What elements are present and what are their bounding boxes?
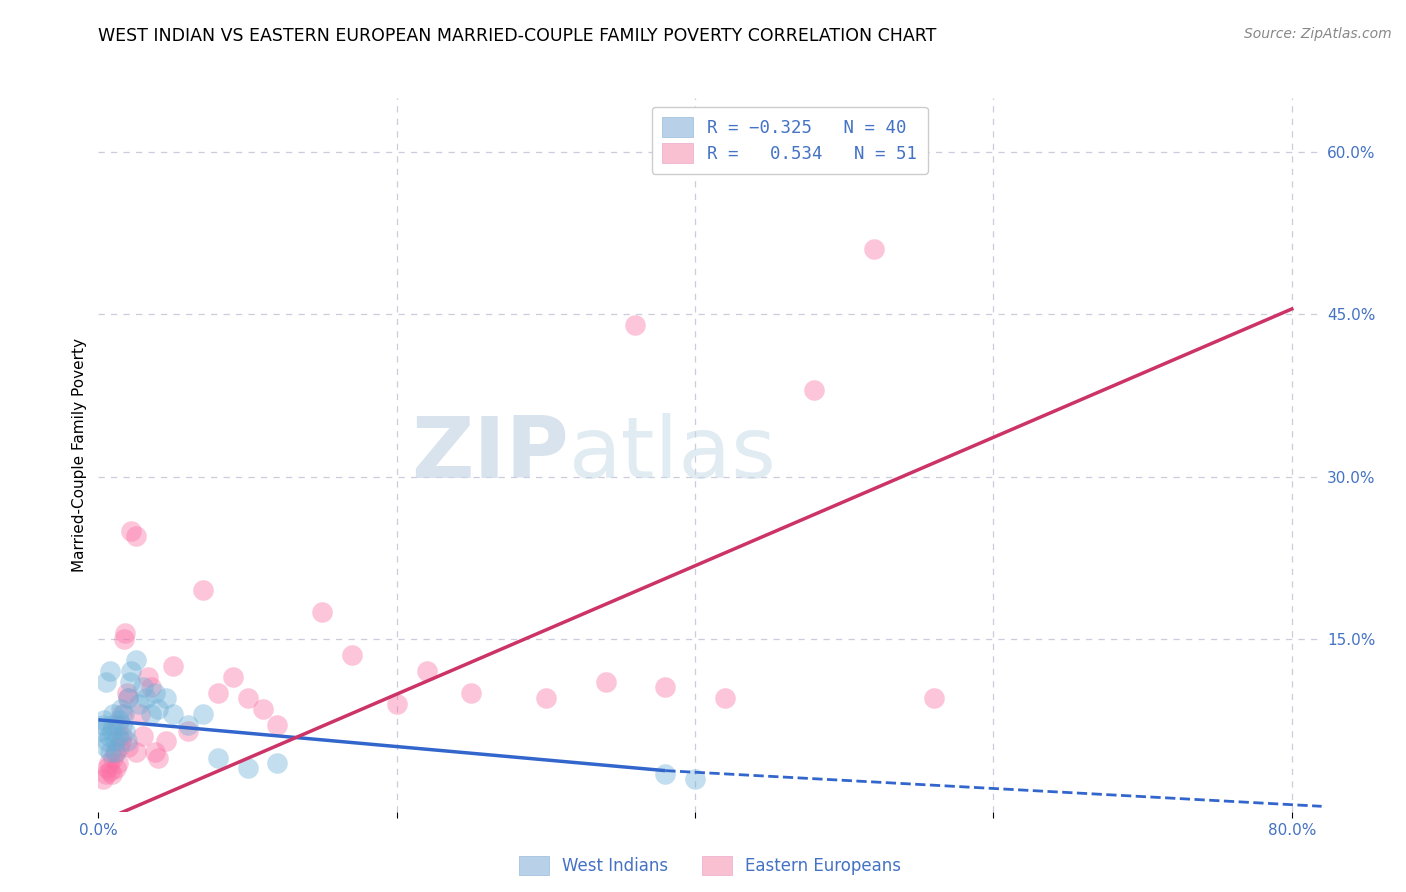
Point bbox=[110, 734, 132, 748]
Point bbox=[311, 605, 333, 619]
Y-axis label: Married-Couple Family Poverty: Married-Couple Family Poverty bbox=[72, 338, 87, 572]
Point bbox=[266, 718, 288, 732]
Point bbox=[115, 734, 138, 748]
Point bbox=[129, 707, 152, 722]
Point bbox=[143, 745, 166, 759]
Point bbox=[114, 723, 136, 738]
Point bbox=[191, 583, 214, 598]
Text: Source: ZipAtlas.com: Source: ZipAtlas.com bbox=[1244, 27, 1392, 41]
Point bbox=[101, 767, 124, 781]
Point bbox=[177, 718, 200, 732]
Point bbox=[97, 756, 120, 770]
Point bbox=[117, 739, 139, 754]
Point bbox=[117, 691, 139, 706]
Point bbox=[683, 772, 706, 787]
Point bbox=[136, 669, 159, 683]
Point bbox=[91, 772, 114, 787]
Point bbox=[340, 648, 363, 662]
Point bbox=[415, 664, 437, 678]
Point bbox=[104, 734, 127, 748]
Point bbox=[863, 243, 886, 257]
Point bbox=[236, 691, 259, 706]
Point bbox=[266, 756, 288, 770]
Point bbox=[221, 669, 243, 683]
Point bbox=[595, 675, 617, 690]
Point bbox=[207, 686, 229, 700]
Point bbox=[94, 675, 117, 690]
Point bbox=[654, 681, 676, 695]
Point bbox=[96, 734, 118, 748]
Legend: West Indians, Eastern Europeans: West Indians, Eastern Europeans bbox=[509, 847, 911, 886]
Point bbox=[98, 764, 121, 778]
Point bbox=[112, 632, 135, 646]
Point bbox=[91, 718, 114, 732]
Text: ZIP: ZIP bbox=[412, 413, 569, 497]
Point bbox=[125, 745, 148, 759]
Point bbox=[155, 734, 177, 748]
Point bbox=[117, 691, 139, 706]
Point bbox=[146, 750, 169, 764]
Point bbox=[111, 729, 134, 743]
Point bbox=[94, 767, 117, 781]
Point bbox=[108, 739, 131, 754]
Point bbox=[96, 762, 118, 776]
Point bbox=[120, 524, 142, 538]
Point bbox=[110, 702, 132, 716]
Point bbox=[654, 767, 676, 781]
Point bbox=[114, 626, 136, 640]
Point bbox=[162, 658, 184, 673]
Point bbox=[624, 318, 647, 333]
Point bbox=[191, 707, 214, 722]
Point bbox=[146, 702, 169, 716]
Point bbox=[139, 681, 162, 695]
Point bbox=[103, 707, 125, 722]
Point bbox=[132, 681, 155, 695]
Point bbox=[385, 697, 408, 711]
Point bbox=[98, 664, 121, 678]
Point bbox=[177, 723, 200, 738]
Point bbox=[460, 686, 482, 700]
Point bbox=[135, 691, 157, 706]
Point bbox=[105, 762, 128, 776]
Point bbox=[107, 729, 129, 743]
Point bbox=[128, 697, 150, 711]
Point bbox=[112, 707, 135, 722]
Point bbox=[103, 718, 125, 732]
Text: atlas: atlas bbox=[569, 413, 778, 497]
Point bbox=[107, 756, 129, 770]
Point bbox=[207, 750, 229, 764]
Point bbox=[714, 691, 737, 706]
Point bbox=[104, 745, 127, 759]
Point bbox=[97, 729, 120, 743]
Point bbox=[120, 664, 142, 678]
Point bbox=[162, 707, 184, 722]
Point bbox=[125, 529, 148, 543]
Point bbox=[143, 686, 166, 700]
Point bbox=[236, 762, 259, 776]
Point bbox=[107, 718, 129, 732]
Point bbox=[132, 729, 155, 743]
Point bbox=[922, 691, 945, 706]
Point bbox=[108, 713, 131, 727]
Text: WEST INDIAN VS EASTERN EUROPEAN MARRIED-COUPLE FAMILY POVERTY CORRELATION CHART: WEST INDIAN VS EASTERN EUROPEAN MARRIED-… bbox=[98, 27, 936, 45]
Point bbox=[94, 739, 117, 754]
Point bbox=[125, 653, 148, 667]
Point bbox=[98, 745, 121, 759]
Point bbox=[90, 723, 112, 738]
Point bbox=[139, 707, 162, 722]
Point bbox=[103, 750, 125, 764]
Point bbox=[111, 718, 134, 732]
Point bbox=[93, 713, 115, 727]
Point bbox=[534, 691, 557, 706]
Point bbox=[115, 686, 138, 700]
Point bbox=[118, 675, 141, 690]
Point bbox=[155, 691, 177, 706]
Point bbox=[252, 702, 274, 716]
Point bbox=[803, 383, 825, 397]
Point bbox=[111, 707, 134, 722]
Point bbox=[101, 723, 124, 738]
Point bbox=[105, 745, 128, 759]
